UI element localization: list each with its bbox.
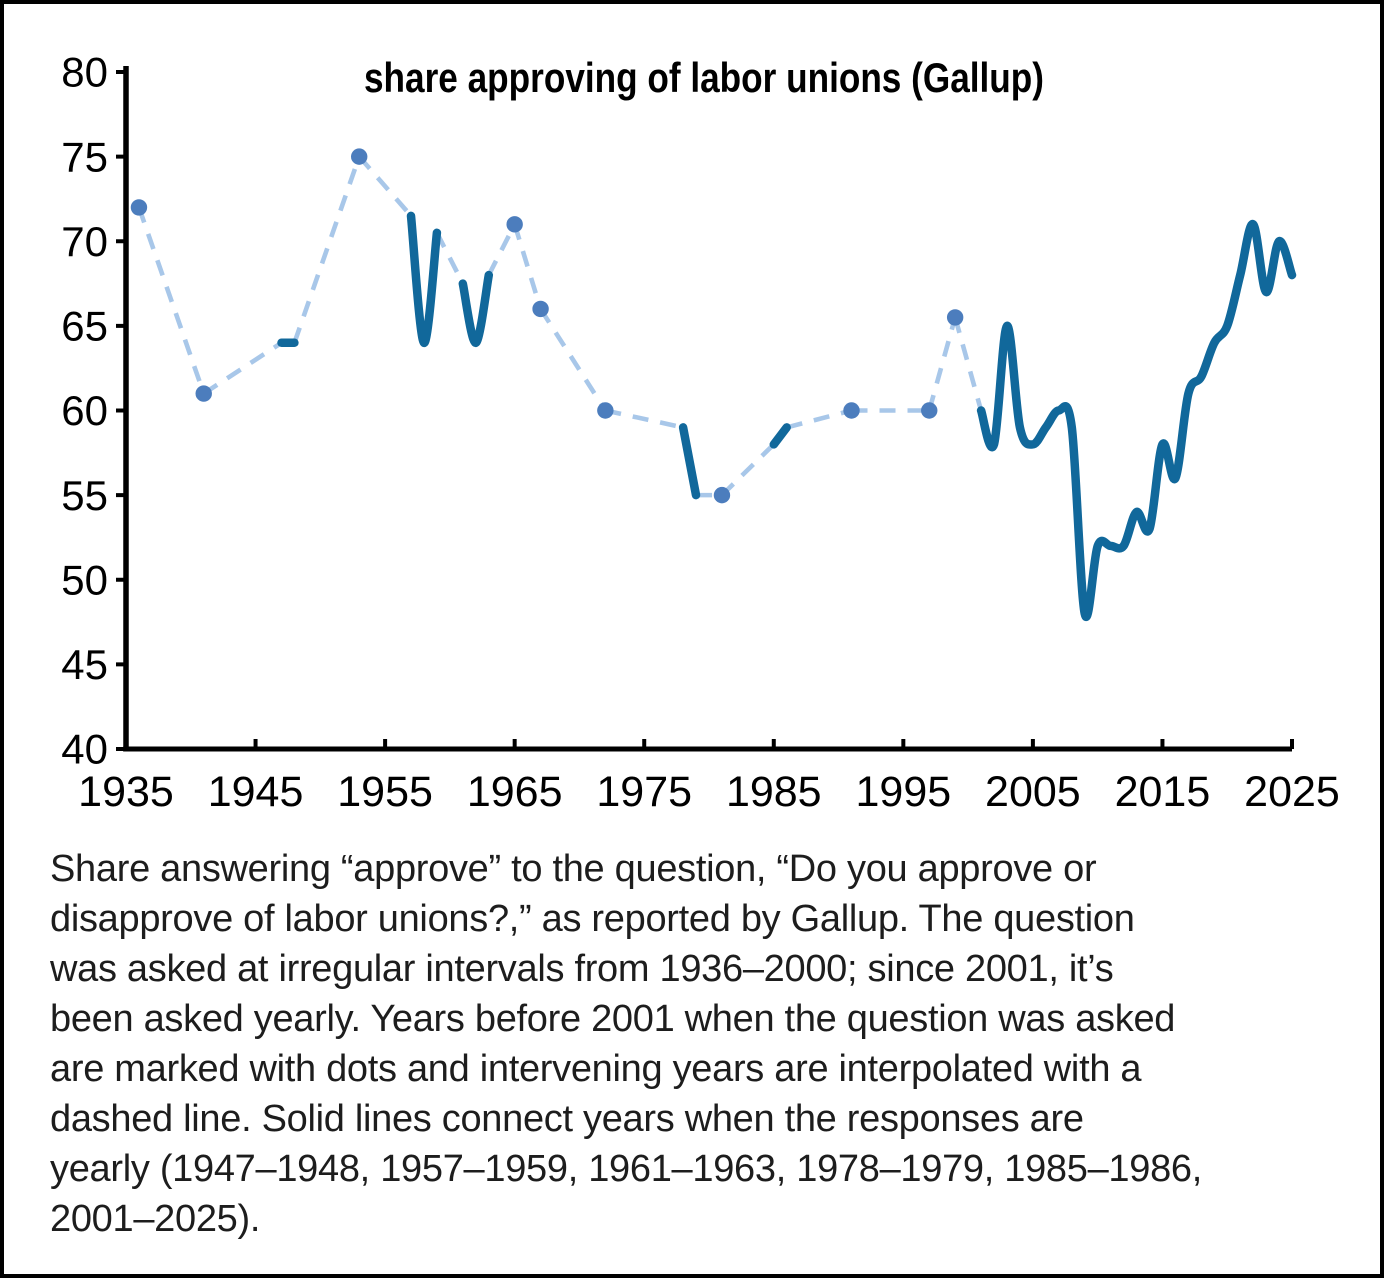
data-dot-1997 bbox=[921, 402, 938, 419]
solid-segment-1957 bbox=[406, 211, 442, 348]
caption-line: dashed line. Solid lines connect years w… bbox=[50, 1098, 1084, 1140]
solid-segment-1961 bbox=[458, 270, 494, 348]
dashed-gap-1999-2001 bbox=[952, 316, 984, 412]
x-tick-label-2025: 2025 bbox=[1244, 768, 1340, 816]
caption-line: been asked yearly. Years before 2001 whe… bbox=[50, 998, 1176, 1040]
y-tick-label-70: 70 bbox=[61, 218, 108, 265]
x-tick-label-1935: 1935 bbox=[78, 768, 174, 816]
solid-segment-1978 bbox=[678, 423, 701, 500]
x-tick-label-1985: 1985 bbox=[726, 768, 822, 816]
dashed-gap-1972-1978 bbox=[604, 408, 684, 430]
data-dot-1953 bbox=[351, 148, 368, 165]
dashed-gap-1997-1999 bbox=[927, 316, 958, 412]
y-tick-label-55: 55 bbox=[61, 472, 108, 519]
caption-line: 2001–2025). bbox=[50, 1198, 261, 1240]
data-dot-1981 bbox=[713, 486, 731, 504]
x-tick-label-1975: 1975 bbox=[596, 768, 692, 816]
data-dot-1972 bbox=[597, 402, 614, 419]
axes-layer: 40 45 50 55 60 65 70 75 80 1935 1945 1955 1965 1975 19… bbox=[61, 49, 1340, 816]
dashed-gap-1953-1957 bbox=[357, 155, 413, 218]
dashed-gap-1948-1953 bbox=[292, 155, 362, 344]
solid-segment-1985 bbox=[769, 423, 791, 449]
dashed-gap-1981-1985 bbox=[720, 442, 776, 497]
y-tick-label-45: 45 bbox=[61, 641, 108, 688]
x-tick-label-1995: 1995 bbox=[855, 768, 951, 816]
data-dot-1991 bbox=[843, 402, 860, 419]
y-tick-label-60: 60 bbox=[61, 387, 108, 434]
y-tick-label-40: 40 bbox=[61, 726, 108, 773]
caption-line: Share answering “approve” to the questio… bbox=[50, 848, 1097, 890]
dashed-gap-1963-1965 bbox=[486, 223, 517, 277]
x-tick-label-1955: 1955 bbox=[337, 768, 433, 816]
x-tick-label-1945: 1945 bbox=[208, 768, 304, 816]
x-tick-label-2005: 2005 bbox=[985, 768, 1081, 816]
dashed-interpolation-layer bbox=[136, 155, 984, 498]
x-tick-label-1965: 1965 bbox=[467, 768, 563, 816]
y-tick-label-75: 75 bbox=[61, 133, 108, 180]
y-tick-label-50: 50 bbox=[61, 556, 108, 603]
solid-segments-layer bbox=[277, 211, 1297, 621]
dashed-gap-1941-1947 bbox=[202, 340, 283, 396]
dashed-gap-1986-1991 bbox=[786, 408, 853, 430]
caption-line: yearly (1947–1948, 1957–1959, 1961–1963,… bbox=[50, 1148, 1203, 1190]
y-tick-label-80: 80 bbox=[61, 49, 108, 96]
y-tick-label-65: 65 bbox=[61, 303, 108, 350]
data-dot-1941 bbox=[195, 385, 212, 402]
dashed-gap-1965-1967 bbox=[512, 223, 543, 310]
data-dot-1936 bbox=[130, 199, 148, 216]
dashed-gap-1967-1972 bbox=[538, 307, 608, 412]
data-dot-1999 bbox=[946, 309, 964, 326]
caption-line: disapprove of labor unions?,” as reporte… bbox=[50, 898, 1135, 940]
labor-union-approval-chart: 40 45 50 55 60 65 70 75 80 1935 1945 1955 1965 1975 19… bbox=[61, 49, 1340, 816]
chart-caption: Share answering “approve” to the questio… bbox=[50, 844, 1360, 1244]
solid-segment-2001 bbox=[976, 220, 1297, 621]
chart-title: share approving of labor unions (Gallup) bbox=[364, 54, 1044, 101]
x-tick-label-2015: 2015 bbox=[1115, 768, 1211, 816]
caption-line: are marked with dots and intervening yea… bbox=[50, 1048, 1142, 1090]
data-dot-1967 bbox=[532, 300, 549, 318]
data-dot-1965 bbox=[506, 216, 523, 233]
dashed-gap-1936-1941 bbox=[136, 206, 206, 395]
dashed-gap-1959-1961 bbox=[434, 231, 465, 285]
survey-dots-layer bbox=[130, 148, 964, 504]
caption-line: was asked at irregular intervals from 19… bbox=[50, 948, 1114, 990]
